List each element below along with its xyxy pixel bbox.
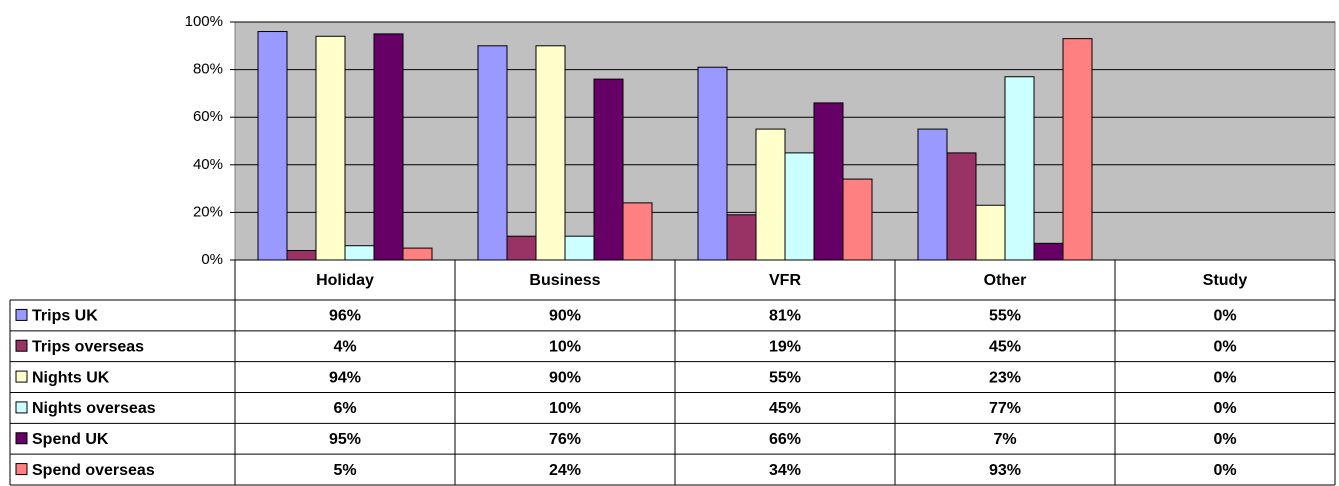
y-tick-label: 20% [193,203,223,220]
legend-label: Trips overseas [32,338,144,355]
bar [697,66,728,261]
legend-swatch [15,401,28,414]
legend-label: Nights overseas [32,400,156,417]
value-label: 10% [549,338,581,355]
y-tick-label: 40% [193,156,223,173]
value-label: 94% [329,369,361,386]
bar [975,204,1006,261]
x-tick-label: Holiday [316,272,374,289]
value-label: 76% [549,431,581,448]
legend-label: Nights UK [32,369,110,386]
bar [1062,38,1093,261]
value-label: 19% [769,338,801,355]
bar [257,31,288,261]
bar [726,214,757,261]
value-label: 0% [1213,308,1236,325]
legend-swatch [15,308,28,321]
value-label: 81% [769,308,801,325]
x-tick-label: Study [1203,272,1248,289]
legend-swatch [15,463,28,476]
bar [564,235,595,261]
y-tick-label: 80% [193,61,223,78]
bar [842,178,873,261]
x-tick-label: VFR [769,272,801,289]
bar [477,45,508,261]
x-tick-label: Other [984,272,1027,289]
value-label: 10% [549,400,581,417]
legend-swatch [15,370,28,383]
bar [917,128,948,261]
legend-swatch [15,432,28,445]
bar [946,152,977,261]
value-label: 34% [769,462,801,479]
bar [402,247,433,261]
value-label: 0% [1213,369,1236,386]
value-label: 55% [769,369,801,386]
y-tick-label: 60% [193,108,223,125]
value-label: 0% [1213,338,1236,355]
bar [622,202,653,261]
legend-label: Spend overseas [32,462,155,479]
bar [535,45,566,261]
value-label: 5% [333,462,356,479]
bar [286,249,317,261]
bar [344,245,375,261]
bar [315,35,346,261]
value-label: 0% [1213,400,1236,417]
value-label: 24% [549,462,581,479]
y-tick-label: 100% [185,13,223,30]
bar [784,152,815,261]
value-label: 90% [549,308,581,325]
x-tick-label: Business [529,272,600,289]
value-label: 90% [549,369,581,386]
y-tick-label: 0% [201,251,223,268]
value-label: 45% [769,400,801,417]
value-label: 93% [989,462,1021,479]
legend-swatch [15,339,28,352]
value-label: 77% [989,400,1021,417]
value-label: 0% [1213,462,1236,479]
value-label: 45% [989,338,1021,355]
bar [1004,76,1035,261]
bar [373,33,404,261]
legend-label: Spend UK [32,431,109,448]
bar [593,78,624,261]
value-label: 7% [993,431,1016,448]
bar [813,102,844,261]
value-label: 66% [769,431,801,448]
value-label: 96% [329,308,361,325]
legend-label: Trips UK [32,308,98,325]
value-label: 95% [329,431,361,448]
value-label: 6% [333,400,356,417]
value-label: 55% [989,308,1021,325]
value-label: 0% [1213,431,1236,448]
bar [1033,242,1064,261]
value-label: 4% [333,338,356,355]
bar [506,235,537,261]
value-label: 23% [989,369,1021,386]
bar [755,128,786,261]
